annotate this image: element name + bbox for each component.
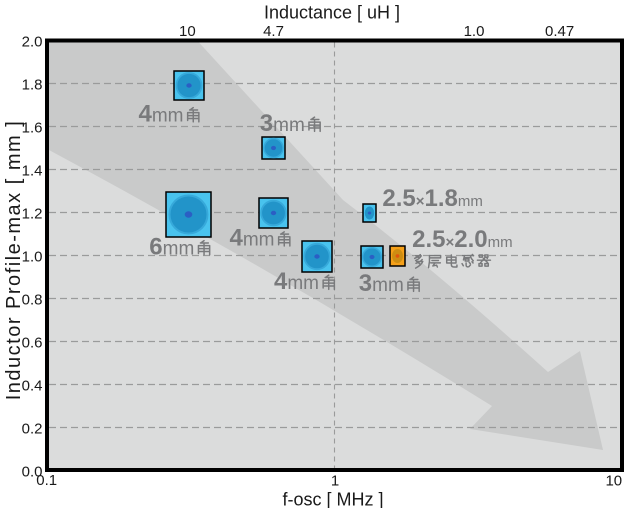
svg-text:f-osc [ MHz ]: f-osc [ MHz ]	[282, 490, 383, 508]
svg-text:1.6: 1.6	[22, 120, 43, 137]
svg-text:2.0: 2.0	[22, 34, 43, 51]
svg-text:Inductance [ uH ]: Inductance [ uH ]	[264, 3, 400, 23]
svg-text:4.7: 4.7	[263, 23, 284, 40]
svg-text:10: 10	[179, 23, 196, 40]
svg-text:3mm: 3mm	[359, 270, 404, 297]
svg-text:Inductor Profile-max [ mm ]: Inductor Profile-max [ mm ]	[3, 120, 25, 401]
svg-text:0.8: 0.8	[22, 292, 43, 309]
svg-text:10: 10	[605, 473, 622, 490]
svg-text:0.4: 0.4	[22, 378, 43, 395]
svg-text:0.0: 0.0	[22, 464, 43, 481]
svg-text:3mm: 3mm	[260, 110, 305, 137]
svg-text:0.47: 0.47	[545, 23, 574, 40]
svg-text:1.4: 1.4	[22, 163, 43, 180]
svg-text:1.8: 1.8	[22, 77, 43, 94]
svg-text:1: 1	[331, 473, 339, 490]
svg-text:0.1: 0.1	[36, 472, 57, 489]
svg-text:1.0: 1.0	[22, 249, 43, 266]
svg-text:1.0: 1.0	[464, 23, 485, 40]
svg-text:4mm: 4mm	[230, 225, 275, 252]
svg-text:0.6: 0.6	[22, 335, 43, 352]
svg-text:4mm: 4mm	[274, 268, 319, 295]
svg-text:0.2: 0.2	[22, 421, 43, 438]
svg-text:1.2: 1.2	[22, 206, 43, 223]
svg-text:4mm: 4mm	[139, 101, 184, 128]
svg-text:6mm: 6mm	[149, 234, 194, 261]
